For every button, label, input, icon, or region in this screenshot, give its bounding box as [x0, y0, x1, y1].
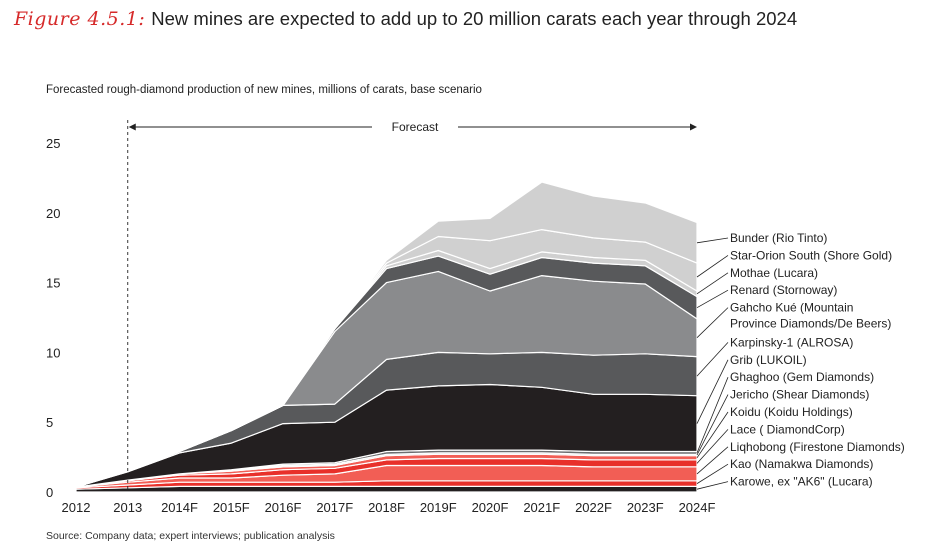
- x-tick-label: 2023F: [627, 500, 664, 515]
- x-tick-label: 2016F: [265, 500, 302, 515]
- legend-leader-line: [696, 481, 729, 490]
- y-tick-label: 20: [46, 206, 60, 221]
- legend-leader-line: [696, 255, 729, 278]
- legend-label: Lace ( DiamondCorp): [730, 422, 845, 436]
- legend-leader-line: [696, 289, 729, 309]
- legend-label: Mothae (Lucara): [730, 266, 818, 280]
- legend-label: Bunder (Rio Tinto): [730, 231, 827, 245]
- legend-leader-line: [696, 411, 729, 459]
- legend-leader-line: [696, 272, 729, 295]
- legend-label: Jericho (Shear Diamonds): [730, 388, 869, 402]
- figure-title: Figure 4.5.1: New mines are expected to a…: [14, 8, 797, 30]
- x-tick-label: 2014F: [161, 500, 198, 515]
- x-tick-label: 2013: [113, 500, 142, 515]
- forecast-label: Forecast: [392, 120, 439, 134]
- x-tick-label: 2012: [62, 500, 91, 515]
- y-tick-label: 5: [46, 415, 53, 430]
- legend-leader-line: [696, 463, 729, 484]
- forecast-arrowhead-left: [128, 123, 136, 131]
- x-tick-label: 2022F: [575, 500, 612, 515]
- legend-leader-line: [696, 394, 729, 456]
- forecast-arrowhead-right: [690, 123, 697, 131]
- x-tick-label: 2017F: [316, 500, 353, 515]
- legend-leader-line: [696, 237, 729, 244]
- legend-label: Liqhobong (Firestone Diamonds): [730, 440, 905, 454]
- legend-label: Kao (Namakwa Diamonds): [730, 457, 873, 471]
- legend-leader-line: [696, 307, 729, 338]
- legend-label: Ghaghoo (Gem Diamonds): [730, 370, 874, 384]
- area-bunder-rio-tinto: [75, 181, 698, 488]
- y-tick-label: 0: [46, 485, 53, 500]
- legend-label: Star-Orion South (Shore Gold): [730, 248, 892, 262]
- y-tick-label: 15: [46, 276, 60, 291]
- legend-label: Province Diamonds/De Beers): [730, 317, 891, 331]
- x-tick-label: 2015F: [213, 500, 250, 515]
- chart-subtitle: Forecasted rough-diamond production of n…: [46, 84, 482, 96]
- x-tick-label: 2021F: [523, 500, 560, 515]
- legend-leader-line: [696, 429, 729, 464]
- legend-label: Karpinsky-1 (ALROSA): [730, 335, 853, 349]
- x-tick-label: 2020F: [472, 500, 509, 515]
- legend-label: Koidu (Koidu Holdings): [730, 405, 853, 419]
- legend-label: Renard (Stornoway): [730, 283, 837, 297]
- figure-label: Figure 4.5.1:: [14, 8, 146, 30]
- y-tick-label: 10: [46, 345, 60, 360]
- legend-label: Karowe, ex "AK6" (Lucara): [730, 475, 873, 489]
- x-tick-label: 2018F: [368, 500, 405, 515]
- y-tick-label: 25: [46, 136, 60, 151]
- x-tick-label: 2019F: [420, 500, 457, 515]
- source-note: Source: Company data; expert interviews;…: [46, 530, 335, 542]
- legend-leader-line: [696, 342, 729, 377]
- legend-leader-line: [696, 446, 729, 475]
- x-tick-label: 2024F: [679, 500, 716, 515]
- title-text: New mines are expected to add up to 20 m…: [151, 8, 798, 29]
- legend-label: Grib (LUKOIL): [730, 353, 807, 367]
- legend-label: Gahcho Kué (Mountain: [730, 301, 853, 315]
- legend-leader-line: [696, 377, 729, 454]
- legend-leader-line: [696, 359, 729, 424]
